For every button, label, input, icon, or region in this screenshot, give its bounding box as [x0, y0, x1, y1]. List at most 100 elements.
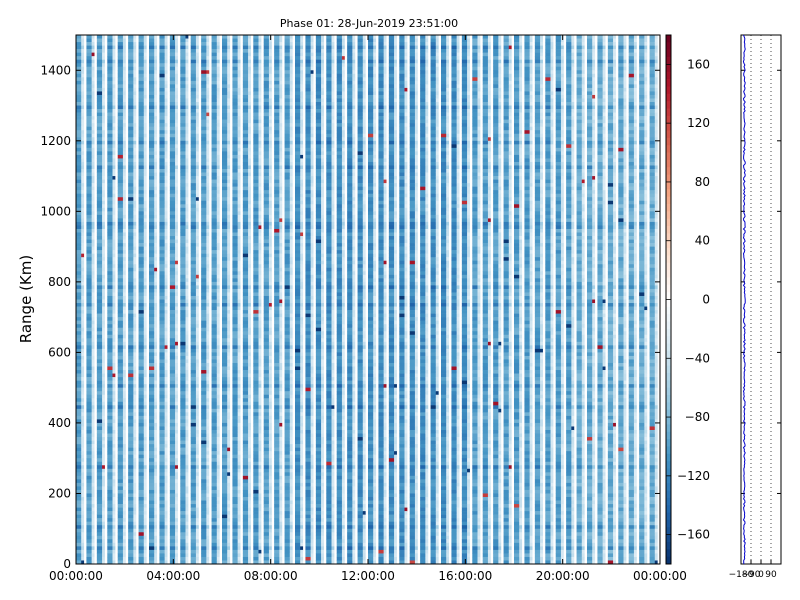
heatmap-cell [248, 109, 251, 113]
heatmap-cell [144, 342, 147, 346]
heatmap-cell [175, 550, 178, 554]
heatmap-cell [86, 46, 92, 50]
heatmap-cell [222, 388, 228, 392]
heatmap-cell [118, 476, 124, 480]
heatmap-cell [76, 81, 82, 85]
heatmap-cell [170, 187, 176, 191]
heatmap-cell [227, 381, 230, 385]
heatmap-cell [97, 282, 103, 286]
heatmap-cell [81, 444, 84, 448]
heatmap-cell [175, 120, 178, 124]
heatmap-cell [139, 525, 145, 529]
heatmap-cell [76, 370, 82, 374]
heatmap-cell [113, 349, 116, 353]
heatmap-cell [81, 165, 84, 169]
heatmap-cell [102, 434, 105, 438]
heatmap-cell [180, 151, 186, 155]
heatmap-cell [149, 236, 155, 240]
heatmap-cell [248, 49, 251, 53]
heatmap-cell [212, 402, 218, 406]
heatmap-cell [92, 123, 95, 127]
heatmap-cell [113, 141, 116, 145]
heatmap-cell [133, 539, 136, 543]
heatmap-cell [201, 497, 207, 501]
heatmap-cell [170, 113, 176, 117]
heatmap-cell [81, 63, 84, 67]
heatmap-cell [81, 317, 84, 321]
heatmap-cell [81, 211, 84, 215]
heatmap-cell [86, 222, 92, 226]
heatmap-cell [186, 462, 189, 466]
heatmap-cell [232, 155, 238, 159]
heatmap-cell [102, 187, 105, 191]
heatmap-cell [175, 102, 178, 106]
heatmap-cell [113, 113, 116, 117]
heatmap-cell [238, 257, 241, 261]
heatmap-cell [81, 151, 84, 155]
heatmap-cell [206, 300, 209, 304]
heatmap-cell [92, 289, 95, 293]
heatmap-cell [196, 144, 199, 148]
heatmap-cell [191, 116, 197, 120]
heatmap-cell [102, 490, 105, 494]
heatmap-cell [206, 384, 209, 388]
heatmap-cell [123, 39, 126, 43]
heatmap-cell [243, 426, 249, 430]
heatmap-cell [92, 518, 95, 522]
heatmap-cell [139, 483, 145, 487]
heatmap-cell [232, 338, 238, 342]
heatmap-cell [196, 444, 199, 448]
heatmap-cell [186, 405, 189, 409]
heatmap-cell [86, 465, 92, 469]
heatmap-cell [107, 412, 113, 416]
heatmap-cell [154, 53, 157, 57]
heatmap-cell [212, 282, 218, 286]
heatmap-cell [107, 367, 113, 371]
heatmap-cell [165, 222, 168, 226]
heatmap-cell [222, 472, 228, 476]
heatmap-cell [107, 381, 113, 385]
heatmap-cell [201, 352, 207, 356]
heatmap-cell [201, 81, 207, 85]
heatmap-cell [128, 46, 134, 50]
heatmap-cell [139, 243, 145, 247]
heatmap-cell [92, 42, 95, 46]
heatmap-cell [123, 543, 126, 547]
heatmap-cell [186, 236, 189, 240]
heatmap-cell [81, 455, 84, 459]
heatmap-cell [196, 289, 199, 293]
heatmap-cell [196, 476, 199, 480]
heatmap-cell [186, 543, 189, 547]
heatmap-cell [196, 451, 199, 455]
heatmap-cell [196, 250, 199, 254]
heatmap-cell [149, 398, 155, 402]
heatmap-cell [217, 377, 220, 381]
heatmap-cell [154, 328, 157, 332]
heatmap-cell [175, 508, 178, 512]
heatmap-cell [217, 511, 220, 515]
heatmap-cell [149, 493, 155, 497]
heatmap-cell [232, 479, 238, 483]
heatmap-cell [86, 342, 92, 346]
heatmap-cell [212, 426, 218, 430]
heatmap-cell [81, 490, 84, 494]
heatmap-cell [139, 151, 145, 155]
heatmap-cell [97, 42, 103, 46]
heatmap-cell [97, 331, 103, 335]
heatmap-cell [212, 448, 218, 452]
heatmap-cell [123, 46, 126, 50]
heatmap-cell [238, 268, 241, 272]
heatmap-cell [180, 557, 186, 561]
heatmap-cell [227, 49, 230, 53]
heatmap-cell [180, 324, 186, 328]
heatmap-cell [165, 451, 168, 455]
heatmap-cell [118, 419, 124, 423]
heatmap-cell [170, 314, 176, 318]
heatmap-cell [227, 169, 230, 173]
heatmap-cell [139, 518, 145, 522]
heatmap-cell [206, 479, 209, 483]
heatmap-cell [165, 46, 168, 50]
heatmap-cell [97, 222, 103, 226]
heatmap-cell [180, 176, 186, 180]
